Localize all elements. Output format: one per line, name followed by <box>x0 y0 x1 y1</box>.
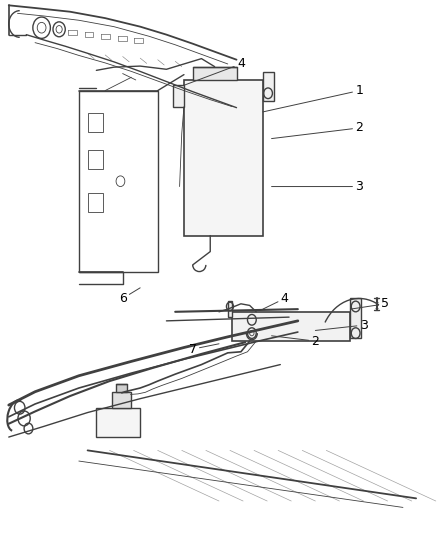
Bar <box>232 312 350 341</box>
Text: 3: 3 <box>272 180 363 193</box>
Bar <box>88 113 103 132</box>
Text: 6: 6 <box>119 288 140 305</box>
Bar <box>263 72 274 101</box>
Bar <box>88 193 103 212</box>
Bar <box>79 91 158 272</box>
Text: 2: 2 <box>272 335 319 348</box>
Bar <box>88 150 103 169</box>
Bar <box>228 301 232 317</box>
Text: 7: 7 <box>189 343 219 356</box>
Bar <box>173 85 184 107</box>
Bar <box>193 67 237 80</box>
Text: 4: 4 <box>263 292 289 309</box>
Bar <box>350 298 361 338</box>
Text: 1: 1 <box>263 84 363 112</box>
Text: 3: 3 <box>315 319 367 332</box>
Text: 2: 2 <box>272 122 363 139</box>
Bar <box>184 80 263 236</box>
Bar <box>96 408 140 437</box>
Text: 5: 5 <box>350 297 389 310</box>
Bar <box>116 384 127 392</box>
Bar <box>112 392 131 408</box>
Text: 4: 4 <box>184 58 245 85</box>
